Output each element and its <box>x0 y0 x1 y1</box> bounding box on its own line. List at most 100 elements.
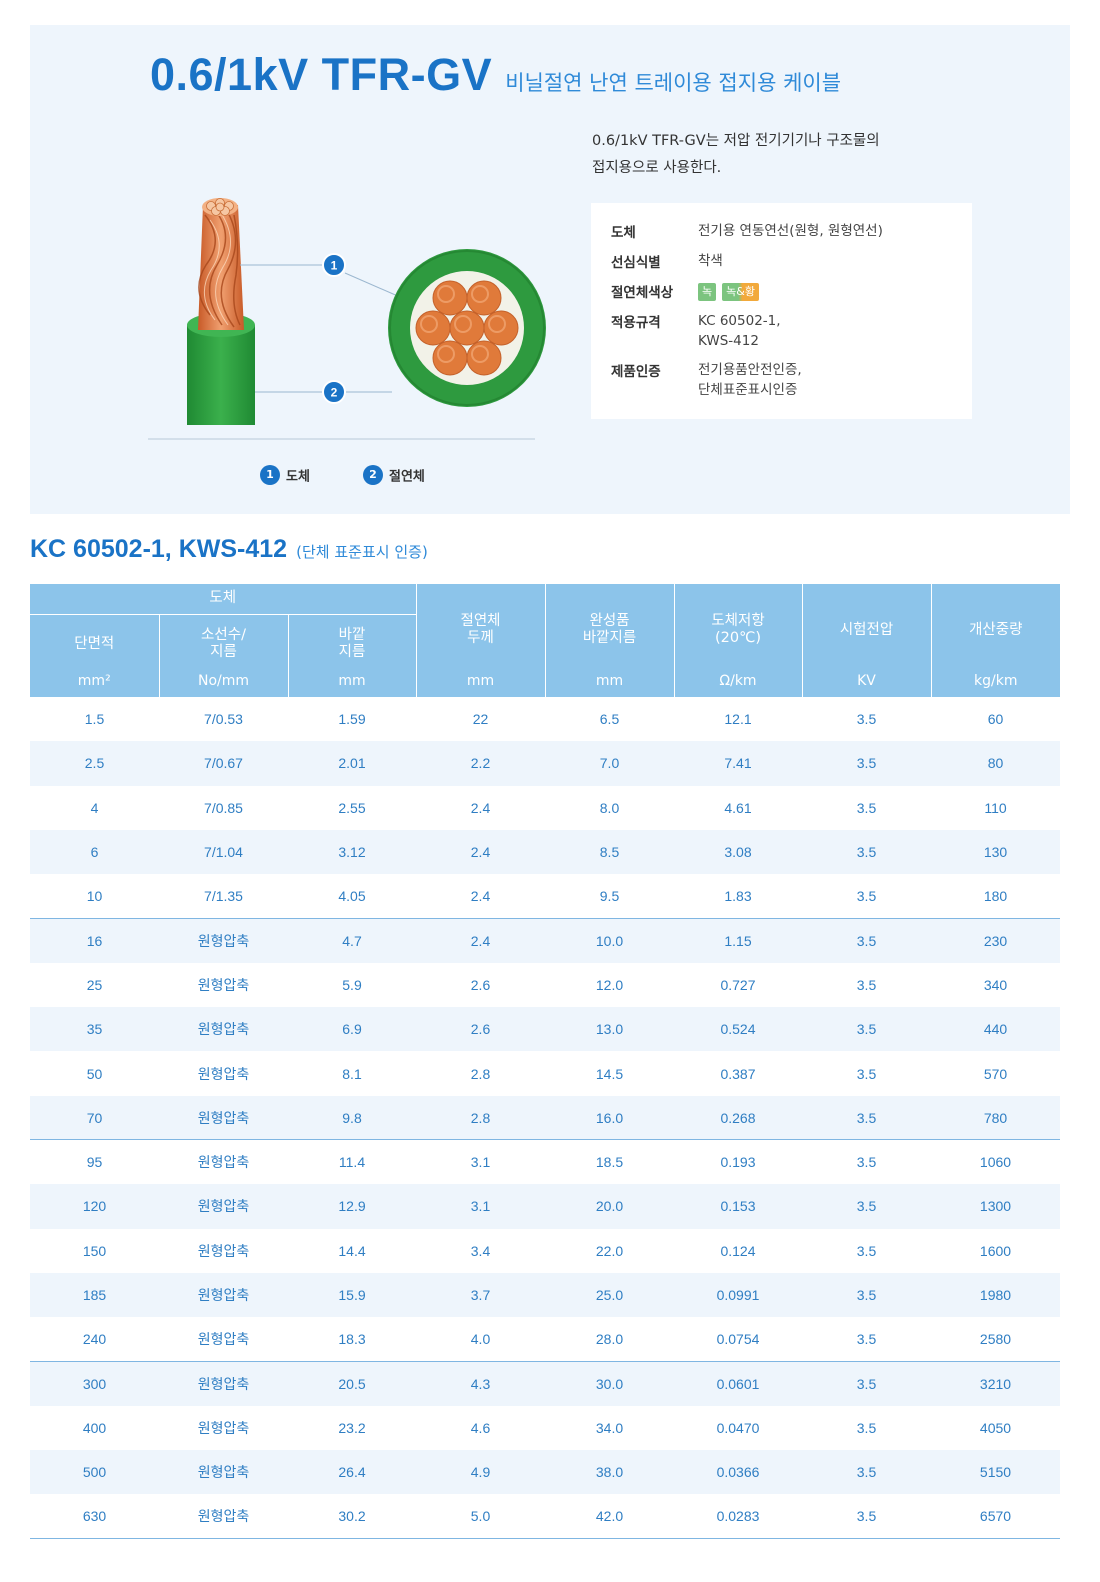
table-cell: 2.4 <box>416 829 545 875</box>
spec-label: 도체 <box>611 225 636 241</box>
table-row: 4 7/0.85 2.55 2.4 8.0 4.61 3.5 110 <box>30 786 1060 830</box>
table-cell: 20.5 <box>288 1360 416 1406</box>
table-cell: 7.41 <box>674 741 802 786</box>
table-cell: 18.5 <box>545 1139 674 1185</box>
table-cell: 원형압축 <box>159 1360 288 1406</box>
product-subtitle: 비닐절연 난연 트레이용 접지용 케이블 <box>505 71 842 95</box>
table-cell: 원형압축 <box>159 1184 288 1229</box>
table-row: 630 원형압축 30.2 5.0 42.0 0.0283 3.5 6570 <box>30 1494 1060 1540</box>
table-cell: 2.6 <box>416 1007 545 1052</box>
table-cell: 3.4 <box>470 1242 491 1259</box>
table-cell: 6.9 <box>288 1007 416 1052</box>
table-row: 25 원형압축 5.9 2.6 12.0 0.727 3.5 340 <box>30 963 1060 1007</box>
table-cell: 1.59 <box>338 711 366 728</box>
table-body: 1.5 7/0.53 1.59 22 6.5 12.1 3.5 60 2.5 7/0.67 2.01… <box>30 697 1060 1540</box>
table-cell: 150 <box>82 1242 107 1259</box>
table-cell: 3.5 <box>856 1065 877 1082</box>
table-cell: 3.5 <box>802 1139 931 1185</box>
table-cell: 원형압축 <box>159 1007 288 1052</box>
table-cell: 원형압축 <box>159 1139 288 1185</box>
header-text: 도체저항 <box>711 613 765 629</box>
color-badge-green-yellow: 녹&황 <box>722 283 759 301</box>
table-cell: 3.5 <box>802 829 931 875</box>
table-cell: 4 <box>90 799 99 816</box>
table-cell: 3.5 <box>802 1007 931 1052</box>
table-cell: 400 <box>82 1419 107 1436</box>
table-cell: 2.01 <box>288 741 416 786</box>
table-cell: 10 <box>86 888 103 905</box>
table-cell: 3.5 <box>856 1331 877 1348</box>
table-cell: 6 <box>30 829 159 875</box>
standard-subtitle: (단체 표준표시 인증) <box>296 543 428 561</box>
table-cell: 1.83 <box>724 888 752 905</box>
table-cell: 0.268 <box>674 1095 802 1140</box>
table-row: 35 원형압축 6.9 2.6 13.0 0.524 3.5 440 <box>30 1007 1060 1052</box>
table-cell: 원형압축 <box>159 1095 288 1140</box>
table-cell: 20.0 <box>545 1184 674 1229</box>
table-cell: 4.6 <box>470 1419 491 1436</box>
spec-value: 전기용 연동연선(원형, 원형연선) <box>698 223 883 239</box>
table-cell: 0.153 <box>674 1184 802 1229</box>
header-insulation-thickness: 절연체 두께 <box>415 584 545 668</box>
table-cell: 3.1 <box>416 1139 545 1185</box>
table-row: 185 원형압축 15.9 3.7 25.0 0.0991 3.5 1980 <box>30 1272 1060 1318</box>
table-cell: 16 <box>30 917 159 963</box>
table-cell: 2.55 <box>338 799 366 816</box>
table-cell: 4.3 <box>416 1360 545 1406</box>
table-cell: 6.5 <box>599 711 620 728</box>
table-cell: 7/1.04 <box>159 829 288 875</box>
unit-cell: kg/km <box>930 668 1060 697</box>
table-cell: 7/0.85 <box>204 799 243 816</box>
table-cell: 13.0 <box>545 1007 674 1052</box>
legend-1-number: 1 <box>260 465 280 485</box>
table-cell: 원형압축 <box>159 1494 288 1540</box>
table-cell: 500 <box>30 1450 159 1495</box>
header-area: 단면적 <box>30 614 159 668</box>
table-cell: 3.5 <box>856 1242 877 1259</box>
table-cell: 14.4 <box>338 1242 366 1259</box>
table-row: 150 원형압축 14.4 3.4 22.0 0.124 3.5 1600 <box>30 1229 1060 1273</box>
table-cell: 1.15 <box>674 917 802 963</box>
header-text: 두께 <box>467 630 494 646</box>
table-cell: 3.5 <box>802 1450 931 1495</box>
table-cell: 0.387 <box>720 1065 756 1082</box>
table-cell: 34.0 <box>595 1419 624 1436</box>
table-cell: 5150 <box>931 1450 1060 1495</box>
table-cell: 0.727 <box>720 976 756 993</box>
unit-cell: KV <box>801 668 931 697</box>
cert-line-1: 전기용품안전인증, <box>698 362 802 378</box>
table-cell: 0.124 <box>720 1242 756 1259</box>
callout-1: 1 <box>322 253 346 277</box>
table-cell: 0.524 <box>674 1007 802 1052</box>
intro-line-1: 0.6/1kV TFR-GV는 저압 전기기기나 구조물의 <box>592 133 880 149</box>
table-cell: 28.0 <box>595 1331 624 1348</box>
unit-cell: mm² <box>30 668 159 697</box>
table-cell: 25.0 <box>545 1272 674 1318</box>
cable-cross-section <box>388 249 546 407</box>
table-cell: 12.0 <box>595 976 624 993</box>
table-row: 16 원형압축 4.7 2.4 10.0 1.15 3.5 230 <box>30 917 1060 963</box>
table-cell: 3.7 <box>416 1272 545 1318</box>
table-cell: 3.5 <box>802 1272 931 1318</box>
table-cell: 4050 <box>979 1419 1012 1436</box>
table-cell: 1060 <box>931 1139 1060 1185</box>
unit-cell: mm <box>415 668 545 697</box>
table-cell: 26.4 <box>288 1450 416 1495</box>
table-row: 240 원형압축 18.3 4.0 28.0 0.0754 3.5 2580 <box>30 1317 1060 1361</box>
table-cell: 38.0 <box>545 1450 674 1495</box>
table-cell: 15.9 <box>288 1272 416 1318</box>
table-cell: 80 <box>931 741 1060 786</box>
table-cell: 4.9 <box>416 1450 545 1495</box>
table-row: 70 원형압축 9.8 2.8 16.0 0.268 3.5 780 <box>30 1095 1060 1140</box>
table-cell: 0.0283 <box>674 1494 802 1540</box>
table-row: 300 원형압축 20.5 4.3 30.0 0.0601 3.5 3210 <box>30 1360 1060 1406</box>
spec-box: 도체 전기용 연동연선(원형, 원형연선) 선심식별 착색 절연체색상 녹 녹&황… <box>591 203 972 419</box>
unit-cell: mm <box>544 668 674 697</box>
table-row: 50 원형압축 8.1 2.8 14.5 0.387 3.5 570 <box>30 1051 1060 1095</box>
table-cell: 5.9 <box>342 976 362 993</box>
header-strands: 소선수/ 지름 <box>158 614 288 668</box>
table-cell: 2.4 <box>470 799 491 816</box>
table-row: 95 원형압축 11.4 3.1 18.5 0.193 3.5 1060 <box>30 1139 1060 1185</box>
table-row: 6 7/1.04 3.12 2.4 8.5 3.08 3.5 130 <box>30 829 1060 875</box>
table-cell: 11.4 <box>288 1139 416 1185</box>
